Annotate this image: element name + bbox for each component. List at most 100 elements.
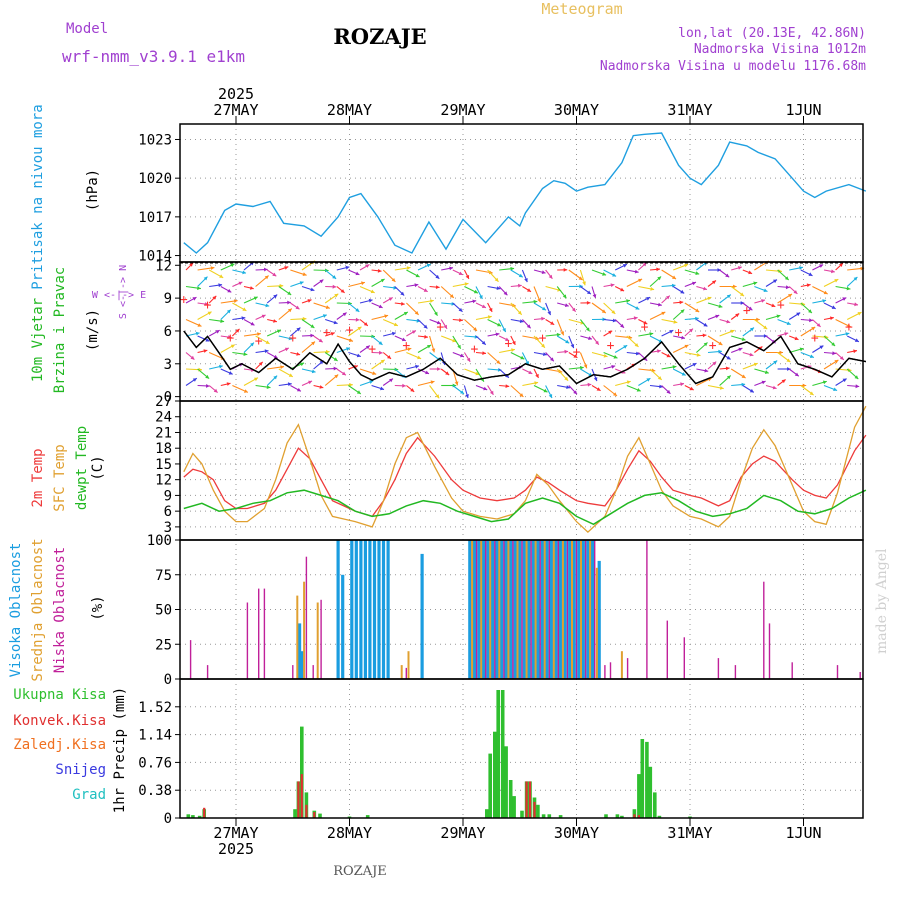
cloud-bar — [507, 540, 509, 679]
footer-station: ROZAJE — [333, 864, 387, 879]
pressure-unit: (hPa) — [85, 169, 101, 211]
wind-arrow-head — [436, 285, 440, 289]
wind-arrow-head — [656, 268, 660, 272]
precip-bar — [297, 781, 299, 818]
cloud-bar — [495, 540, 498, 679]
precip-bar — [493, 732, 497, 818]
wind-arrow-head — [250, 286, 254, 290]
cloud-bar — [471, 540, 473, 679]
wind-arrow-head — [459, 318, 463, 322]
cloud-bar — [468, 540, 471, 679]
cloud-bar — [509, 540, 512, 679]
wind-ytick-label: 3 — [164, 357, 172, 373]
cloud-bar — [536, 540, 539, 679]
cloud-bar — [527, 540, 530, 679]
wind-arrow-head — [384, 314, 388, 318]
wind-arrow-head — [627, 380, 631, 384]
cloud-bar — [530, 540, 531, 679]
gust-marker: + — [368, 342, 376, 357]
wind-arrow-head — [703, 334, 707, 338]
cloud-bar — [517, 540, 519, 679]
cloud-bar — [505, 540, 508, 679]
day-label-top: 28MAY — [327, 101, 372, 119]
cloud-bar — [313, 665, 314, 679]
cloud-bar — [526, 540, 528, 679]
wind-arrow-head — [431, 380, 435, 384]
chart-kind: Meteogram — [541, 0, 622, 18]
cloud-ytick-label: 100 — [147, 533, 172, 549]
cloud-bar — [401, 665, 403, 679]
day-label-bottom: 29MAY — [440, 824, 485, 842]
cloud-bar — [317, 603, 319, 680]
precip-bar — [641, 739, 645, 818]
precip-bar — [305, 805, 307, 818]
wind-arrow-head — [361, 281, 365, 285]
precip-bar — [512, 796, 516, 818]
wind-arrow-head — [704, 369, 708, 373]
gust-marker: + — [180, 293, 188, 308]
cloud-bar — [544, 540, 546, 679]
gust-marker: + — [743, 304, 751, 319]
cloud-bar — [577, 540, 580, 679]
wind-arrow-head — [264, 268, 268, 272]
cloud-bar — [337, 540, 340, 679]
cloud-bar — [364, 540, 367, 679]
precip-bar — [293, 809, 297, 818]
wind-arrow-head — [204, 349, 208, 353]
temperature-ytick-label: 12 — [155, 473, 172, 489]
cloud-bar — [514, 540, 517, 679]
cloud-bar — [580, 540, 582, 679]
cloud-bar — [769, 623, 770, 679]
wind-arrow-head — [786, 285, 790, 289]
pressure-ytick-label: 1020 — [138, 171, 172, 187]
cloud-bar — [296, 596, 298, 679]
precip-bar — [529, 781, 531, 818]
cloud-bar — [763, 582, 764, 679]
wind-arrow-head — [635, 270, 639, 274]
cloud-bar — [594, 540, 595, 679]
cloud-bar — [792, 662, 793, 679]
wind-arrow-head — [465, 282, 469, 286]
gust-marker: + — [289, 331, 297, 346]
precip-bar — [649, 767, 653, 818]
cloud-bar — [292, 665, 293, 679]
cloud-bar — [573, 540, 576, 679]
cloud-bar — [489, 540, 491, 679]
gust-marker: + — [436, 320, 444, 335]
credit-label: made by Angel — [874, 548, 890, 654]
gust-marker: + — [675, 325, 683, 340]
gust-marker: + — [470, 342, 478, 357]
cloud-unit: (%) — [90, 595, 106, 620]
cloud-label-3: Niska Oblacnost — [52, 547, 68, 673]
gust-marker: + — [323, 325, 331, 340]
gust-marker: + — [402, 339, 410, 354]
cloud-bar — [591, 540, 594, 679]
wind-arrow-head — [809, 318, 813, 322]
cloud-bar — [476, 540, 477, 679]
day-label-bottom: 1JUN — [785, 824, 821, 842]
wind-arrow-head — [310, 334, 314, 338]
cloud-bar — [598, 561, 601, 679]
gust-marker: + — [845, 320, 853, 335]
wind-arrow-head — [312, 370, 316, 374]
pressure-panel-frame — [180, 124, 863, 262]
gust-marker: + — [573, 345, 581, 360]
day-label-top: 27MAY — [213, 101, 258, 119]
temp-label-3: dewpt Temp — [74, 426, 90, 510]
cloud-bar — [553, 540, 555, 679]
cloud-label-2: Srednja Oblacnost — [30, 538, 46, 681]
wind-arrow-head — [265, 304, 269, 308]
precip-bar — [501, 690, 505, 818]
precip-bar — [509, 780, 513, 818]
wind-arrow-head — [273, 319, 277, 323]
cloud-bar — [545, 540, 548, 679]
cloud-bar — [482, 540, 485, 679]
model-name: wrf-nmm_v3.9.1 e1km — [62, 47, 245, 66]
gust-marker: + — [539, 331, 547, 346]
cloud-bar — [355, 540, 358, 679]
wind-arrow-head — [726, 367, 730, 371]
wind-arrow-head — [587, 301, 591, 305]
cloud-bar — [247, 603, 248, 680]
